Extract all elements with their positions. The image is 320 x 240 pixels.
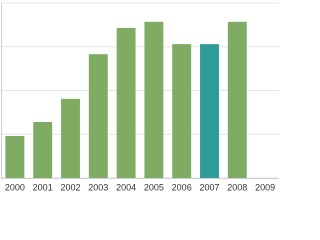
chart: 2000 2001 2002 2003 2004 2005 2006 2007 2008 2009 (1, 2, 279, 192)
x-tick-label: 2006 (172, 182, 192, 192)
x-tick-label: 2002 (60, 182, 80, 192)
bar (116, 27, 136, 178)
bar (5, 136, 25, 178)
bar (227, 21, 247, 178)
bar (144, 21, 164, 178)
bar (172, 44, 192, 178)
x-tick-label: 2009 (255, 182, 275, 192)
x-tick-label: 2000 (5, 182, 25, 192)
bar (33, 122, 53, 178)
bar (61, 98, 80, 178)
bar (200, 44, 219, 178)
page: {"chart_data": {"type": "bar", "categori… (1, 2, 279, 193)
x-tick-label: 2005 (144, 182, 164, 192)
x-tick-label: 2003 (88, 182, 108, 192)
bar (88, 54, 108, 178)
x-tick-label: 2007 (199, 182, 219, 192)
x-tick-label: 2001 (33, 182, 53, 192)
x-tick-label: 2004 (116, 182, 136, 192)
x-tick-label: 2008 (227, 182, 247, 192)
